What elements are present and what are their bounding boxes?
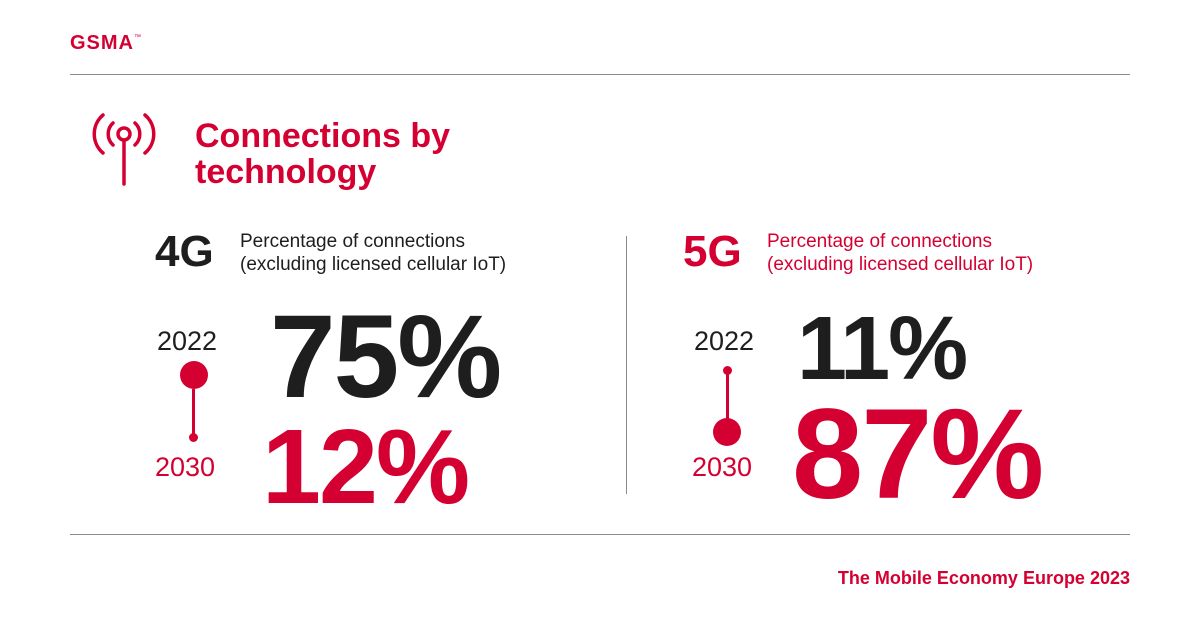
bottom-divider [70,534,1130,535]
footer-source: The Mobile Economy Europe 2023 [837,568,1130,588]
timeline-dot-end-4g [189,433,198,442]
timeline-line-4g [192,389,195,437]
panel-divider [626,236,627,494]
timeline-line-5g [726,372,729,420]
page-title: Connections by technology [195,117,451,191]
tech-label-5g: 5G [683,227,742,276]
year-start-5g: 2022 [694,326,755,356]
value-start-4g: 75% [270,291,502,423]
year-end-4g: 2030 [155,452,216,482]
description-5g: Percentage of connections (excluding lic… [767,231,1034,275]
year-end-5g: 2030 [692,452,753,482]
year-start-4g: 2022 [157,326,218,356]
gsma-logo: GSMA™ [70,32,142,54]
value-end-5g: 87% [792,383,1044,526]
tech-label-4g: 4G [155,227,214,276]
antenna-icon [92,113,156,186]
value-start-5g: 11% [797,299,968,399]
timeline-dot-start-4g [180,361,208,389]
timeline-dot-end-5g [713,418,741,446]
value-end-4g: 12% [262,408,470,526]
timeline-dot-start-5g [723,366,732,375]
description-4g: Percentage of connections (excluding lic… [240,231,507,275]
top-divider [70,74,1130,75]
